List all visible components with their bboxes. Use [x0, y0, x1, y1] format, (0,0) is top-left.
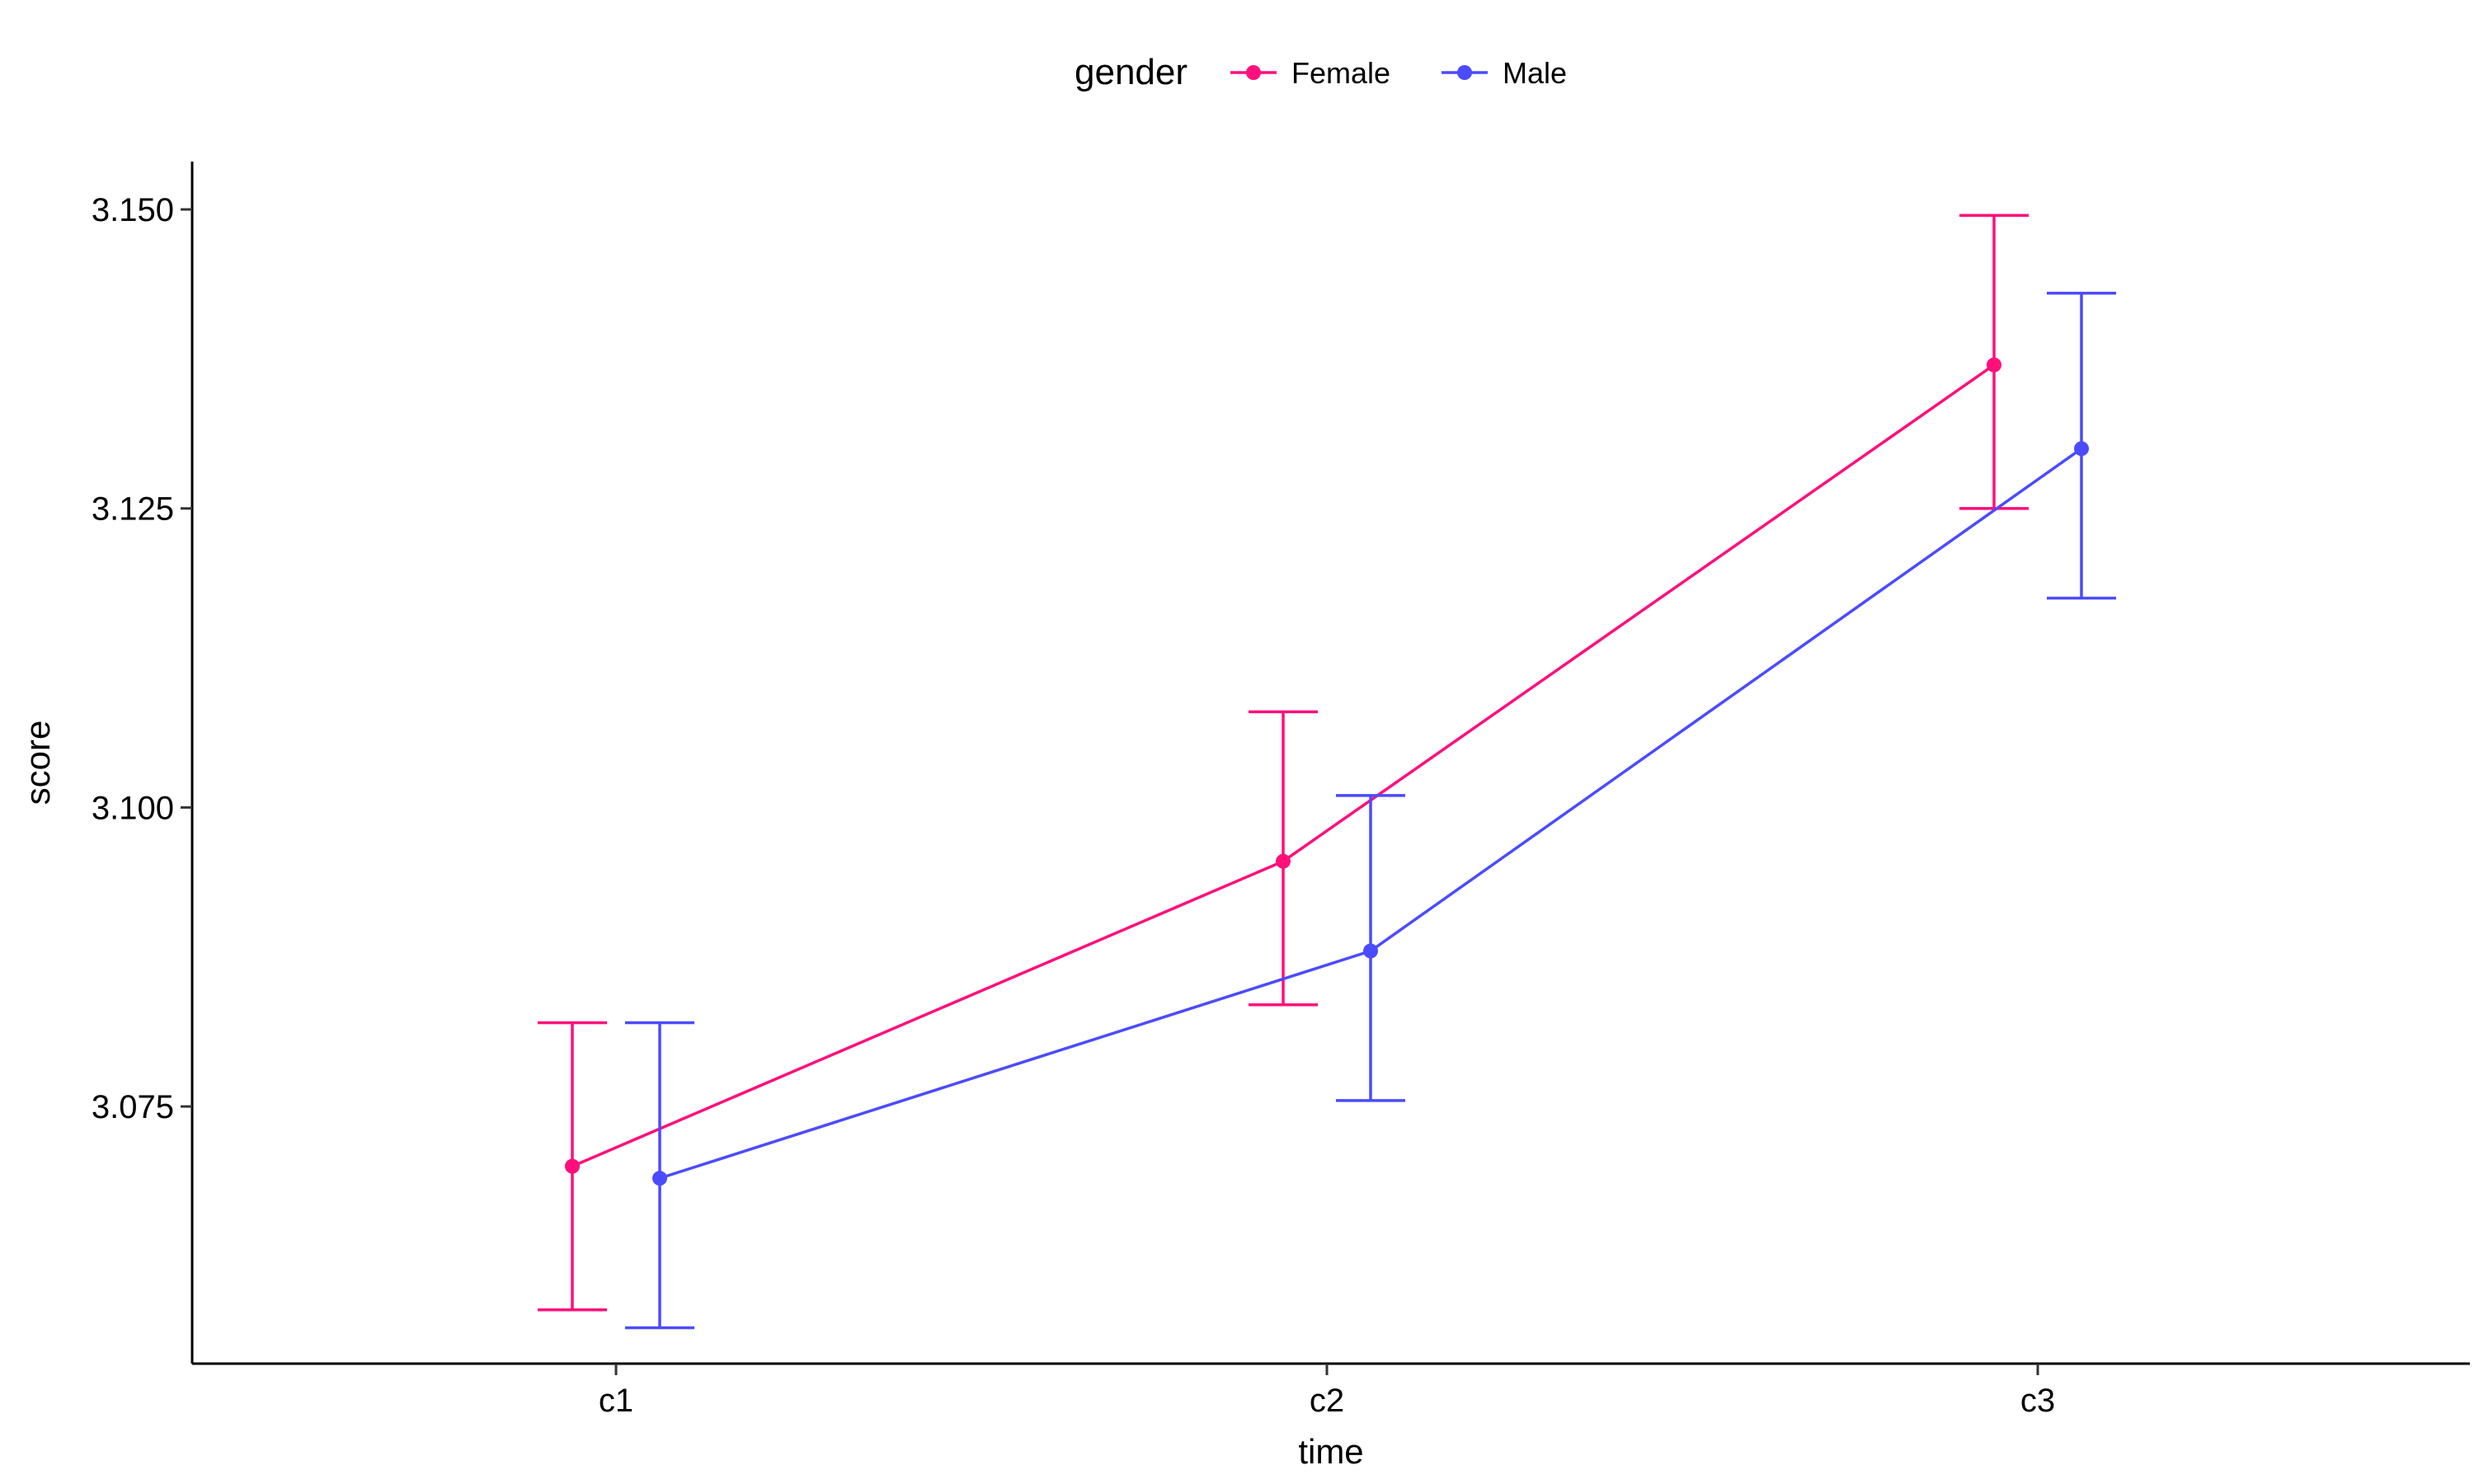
legend-label: Male — [1503, 56, 1567, 90]
x-axis-title: time — [1298, 1432, 1363, 1471]
x-tick-label: c2 — [1310, 1383, 1344, 1419]
plot-area: 3.075 3.100 3.125 3.150 c1 c2 c3 — [92, 162, 2470, 1419]
x-tick-label: c1 — [599, 1383, 633, 1419]
series-male — [625, 291, 2116, 1330]
y-axis-title: score — [18, 721, 57, 805]
legend-label: Female — [1291, 56, 1390, 90]
data-point — [2074, 441, 2089, 457]
data-point — [565, 1158, 580, 1174]
y-tick-label: 3.125 — [92, 491, 174, 528]
y-tick-label: 3.150 — [92, 192, 174, 228]
y-tick-label: 3.075 — [92, 1089, 174, 1125]
data-point — [652, 1171, 667, 1186]
data-point — [1363, 943, 1378, 959]
legend: gender Female Male — [1075, 52, 1567, 92]
legend-key-point — [1457, 65, 1472, 80]
series-female — [538, 214, 2029, 1312]
data-point — [1276, 853, 1291, 869]
legend-key-point — [1246, 65, 1261, 80]
legend-item-female: Female — [1230, 56, 1390, 90]
x-tick-label: c3 — [2020, 1383, 2055, 1419]
legend-title: gender — [1075, 52, 1188, 92]
data-point — [1987, 357, 2001, 373]
y-tick-label: 3.100 — [92, 790, 174, 826]
legend-item-male: Male — [1442, 56, 1567, 90]
